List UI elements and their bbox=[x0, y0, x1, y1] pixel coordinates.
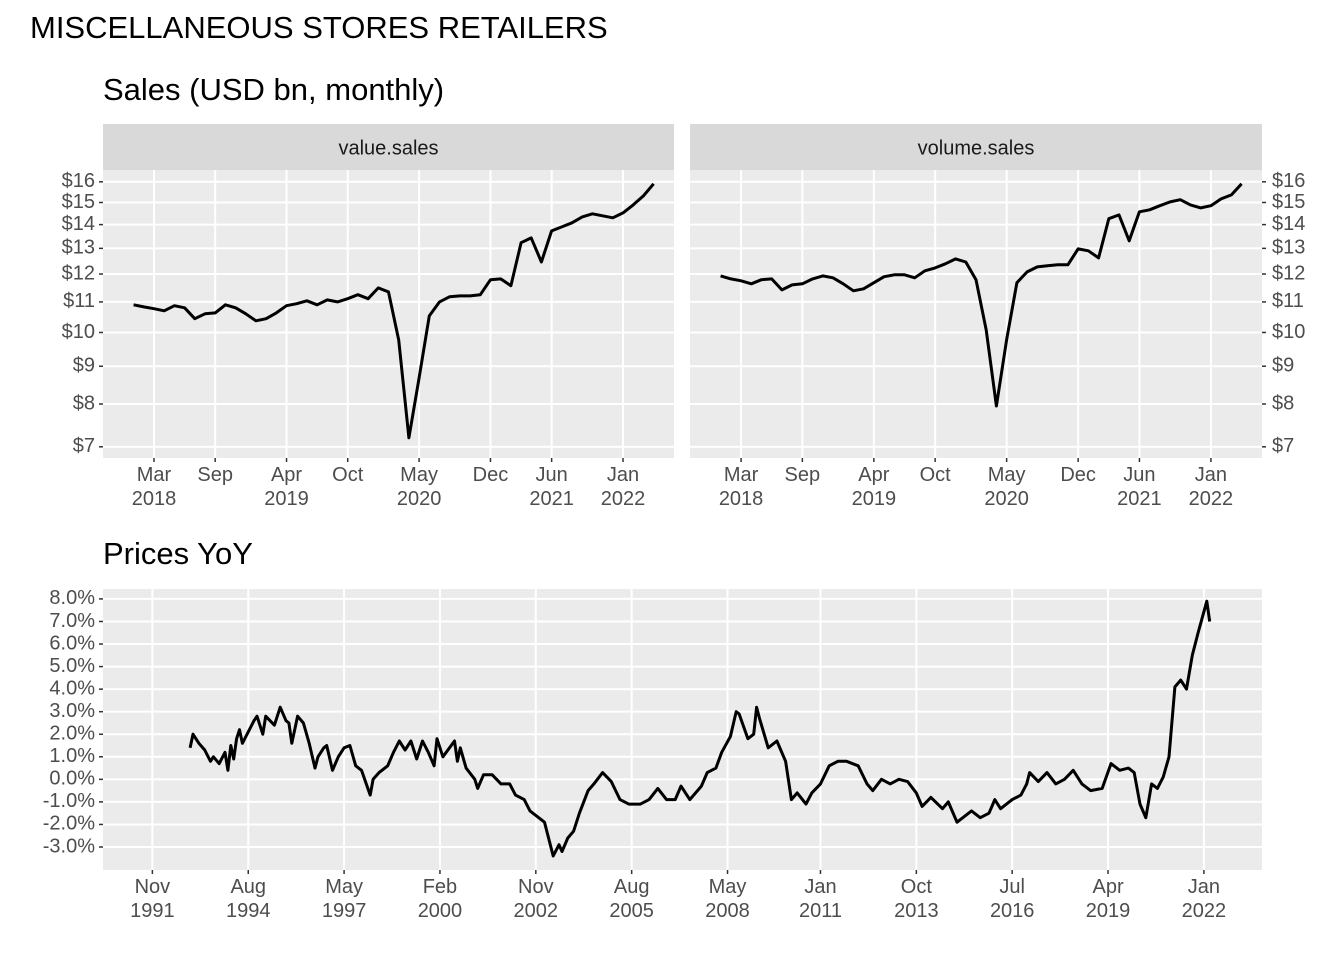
x-tick-label: Jan 2022 bbox=[1181, 876, 1227, 922]
x-tick-label: Aug 2005 bbox=[609, 876, 654, 922]
y-tick-label: $10 bbox=[62, 321, 95, 343]
x-tick-label: Nov 2002 bbox=[513, 876, 559, 922]
strip-label: value.sales bbox=[338, 137, 438, 159]
x-tick-label: Jan 2022 bbox=[1188, 464, 1234, 510]
y-tick-label: -3.0% bbox=[43, 835, 95, 857]
strip-label: volume.sales bbox=[918, 137, 1035, 159]
y-tick-label: 0.0% bbox=[49, 768, 95, 790]
strip-background bbox=[103, 124, 674, 170]
x-tick-label: Sep bbox=[784, 464, 821, 486]
x-tick-label: May 2020 bbox=[984, 464, 1029, 510]
y-tick-label: 1.0% bbox=[49, 745, 95, 767]
chart-title: Prices YoY bbox=[103, 536, 253, 571]
y-tick-label: 4.0% bbox=[49, 677, 95, 699]
y-tick-label: $11 bbox=[63, 290, 95, 312]
x-tick-label: Apr 2019 bbox=[264, 464, 309, 510]
x-tick-label: Apr 2019 bbox=[1085, 876, 1131, 922]
y-tick-label: $10 bbox=[1272, 321, 1305, 343]
y-tick-label: $16 bbox=[1272, 170, 1305, 192]
x-tick-label: Oct 2013 bbox=[894, 876, 939, 922]
y-tick-label: 8.0% bbox=[49, 587, 95, 609]
panel-background bbox=[103, 589, 1262, 870]
x-tick-label: Dec bbox=[472, 464, 509, 486]
y-tick-label: $14 bbox=[62, 213, 95, 235]
x-tick-label: Mar 2018 bbox=[131, 464, 177, 510]
chart-title: Sales (USD bn, monthly) bbox=[103, 72, 444, 107]
y-tick-label: $14 bbox=[1272, 213, 1305, 235]
x-tick-label: Nov 1991 bbox=[130, 876, 175, 922]
x-tick-label: Oct bbox=[332, 464, 364, 486]
x-tick-label: May 2020 bbox=[396, 464, 442, 510]
x-tick-label: Mar 2018 bbox=[718, 464, 764, 510]
x-tick-label: Jun 2021 bbox=[529, 464, 574, 510]
y-tick-label: $13 bbox=[62, 237, 95, 259]
x-tick-label: Jan 2022 bbox=[600, 464, 646, 510]
x-tick-label: Feb 2000 bbox=[417, 876, 463, 922]
x-tick-label: Dec bbox=[1060, 464, 1096, 486]
y-tick-label: $7 bbox=[1272, 435, 1294, 457]
y-tick-label: $8 bbox=[73, 392, 95, 414]
x-tick-label: Aug 1994 bbox=[225, 876, 271, 922]
line bbox=[188, 599, 1212, 858]
x-tick-label: Oct bbox=[919, 464, 951, 486]
line bbox=[720, 182, 1243, 408]
y-tick-label: -2.0% bbox=[43, 813, 95, 835]
y-tick-label: -1.0% bbox=[43, 790, 95, 812]
strip-background bbox=[690, 124, 1262, 170]
y-tick-label: $15 bbox=[1272, 191, 1305, 213]
y-tick-label: 5.0% bbox=[49, 655, 95, 677]
y-tick-label: 3.0% bbox=[49, 700, 95, 722]
y-tick-label: $13 bbox=[1272, 237, 1305, 259]
y-tick-label: $15 bbox=[62, 191, 95, 213]
x-tick-label: Sep bbox=[197, 464, 233, 486]
y-tick-label: 7.0% bbox=[49, 610, 95, 632]
y-tick-label: $16 bbox=[62, 170, 95, 192]
y-tick-label: $9 bbox=[1272, 355, 1294, 377]
x-tick-label: Jan 2011 bbox=[798, 876, 842, 922]
y-tick-label: $7 bbox=[73, 435, 95, 457]
x-tick-label: Jun 2021 bbox=[1117, 464, 1162, 510]
x-tick-label: Apr 2019 bbox=[851, 464, 897, 510]
x-tick-label: May 1997 bbox=[321, 876, 367, 922]
y-tick-label: $8 bbox=[1272, 392, 1294, 414]
x-tick-label: May 2008 bbox=[705, 876, 750, 922]
y-tick-label: 2.0% bbox=[49, 723, 95, 745]
line bbox=[133, 182, 655, 440]
y-tick-label: $11 bbox=[1272, 290, 1304, 312]
y-tick-label: $12 bbox=[1272, 262, 1305, 284]
y-tick-label: $12 bbox=[62, 262, 95, 284]
panel-background bbox=[690, 170, 1262, 458]
y-tick-label: 6.0% bbox=[49, 632, 95, 654]
y-tick-label: $9 bbox=[73, 355, 95, 377]
main-title: MISCELLANEOUS STORES RETAILERS bbox=[30, 10, 608, 45]
x-tick-label: Jul 2016 bbox=[989, 876, 1035, 922]
